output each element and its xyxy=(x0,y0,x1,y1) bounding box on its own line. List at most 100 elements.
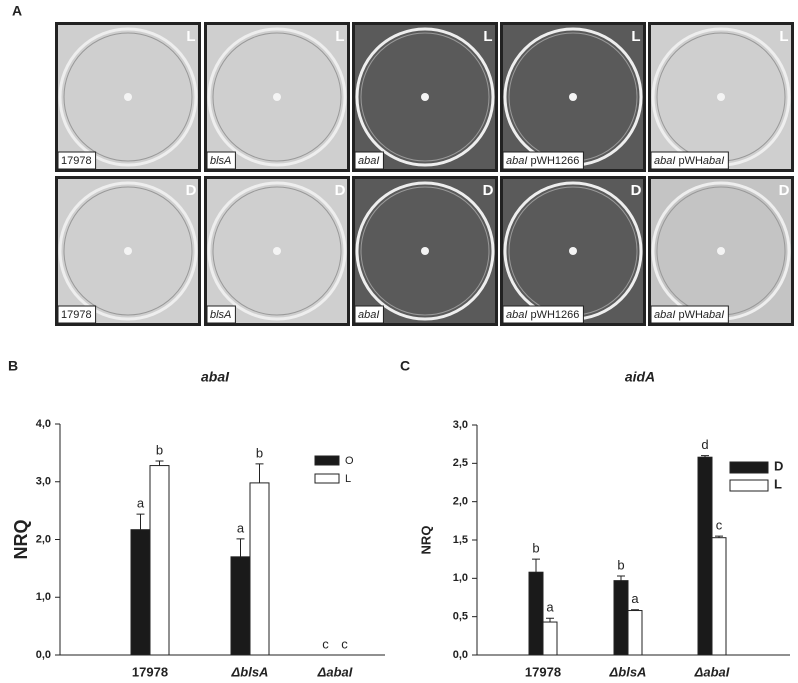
colony xyxy=(124,247,132,255)
caption-box xyxy=(650,305,729,324)
significance-letter: a xyxy=(546,600,554,615)
significance-letter: c xyxy=(322,636,329,651)
caption-part: 17978 xyxy=(61,155,92,167)
y-tick-label: 0,0 xyxy=(36,649,51,661)
bar xyxy=(627,610,643,656)
caption-part: abaI xyxy=(654,309,675,321)
y-tick-label: 3,0 xyxy=(36,476,51,488)
x-tick-label: ΔblsA xyxy=(609,664,647,679)
error-bar xyxy=(532,558,540,573)
plate-condition: L xyxy=(186,28,195,45)
panel-label: C xyxy=(400,358,410,374)
caption-part: pWH xyxy=(675,155,703,167)
chart-title: abaI xyxy=(201,369,230,385)
plate-caption: abaI xyxy=(358,155,379,167)
x-tick-label: 17978 xyxy=(525,664,561,679)
caption-part: blsA xyxy=(210,309,231,321)
plate-condition: D xyxy=(335,182,346,199)
legend-label: D xyxy=(774,458,783,473)
significance-letter: b xyxy=(532,541,539,556)
y-tick-label: 2,0 xyxy=(36,533,51,545)
error-bar xyxy=(701,455,709,458)
significance-letter: b xyxy=(156,442,163,457)
plate-condition: L xyxy=(631,28,640,45)
significance-letter: a xyxy=(631,591,639,606)
caption-part: pWH xyxy=(675,309,703,321)
x-tick-label: 17978 xyxy=(132,664,168,679)
caption-part: pWH1266 xyxy=(527,155,579,167)
x-tick-label: ΔabaI xyxy=(317,664,353,679)
caption-part: abaI xyxy=(358,155,379,167)
x-tick-label: ΔabaI xyxy=(694,664,730,679)
panel-label: B xyxy=(8,358,18,374)
significance-letter: a xyxy=(137,496,145,511)
y-axis-label: NRQ xyxy=(11,520,31,560)
y-tick-label: 2,0 xyxy=(453,496,468,508)
y-tick-label: 1,5 xyxy=(453,534,468,546)
error-bar xyxy=(236,538,245,557)
significance-letter: d xyxy=(701,437,708,452)
plate-condition: D xyxy=(186,182,197,199)
caption-part: 17978 xyxy=(61,309,92,321)
dish-rim xyxy=(355,181,495,321)
dish-rim xyxy=(207,181,347,321)
legend-swatch xyxy=(729,461,769,474)
colony xyxy=(717,247,725,255)
bar xyxy=(542,621,558,656)
plate-caption: abaI pWHabaI xyxy=(654,155,724,167)
error-bar xyxy=(617,575,625,581)
bar xyxy=(697,456,713,656)
y-tick-label: 1,0 xyxy=(36,591,51,603)
plate-condition: D xyxy=(779,182,790,199)
dish-rim xyxy=(58,181,198,321)
y-tick-label: 1,0 xyxy=(453,572,468,584)
y-tick-label: 3,0 xyxy=(453,419,468,431)
significance-letter: b xyxy=(617,557,624,572)
bar xyxy=(528,571,544,656)
error-bar xyxy=(255,463,264,483)
bar xyxy=(130,529,151,656)
dish-rim xyxy=(355,27,495,167)
legend-swatch xyxy=(314,455,340,466)
error-bar xyxy=(155,460,164,466)
significance-letter: a xyxy=(237,520,245,535)
plate-caption: abaI pWH1266 xyxy=(506,309,579,321)
colony xyxy=(421,247,429,255)
legend-label: L xyxy=(774,476,782,491)
plate-condition: L xyxy=(335,28,344,45)
caption-box xyxy=(354,305,384,324)
y-tick-label: 4,0 xyxy=(36,418,51,430)
caption-box xyxy=(206,151,236,170)
plate-condition: L xyxy=(779,28,788,45)
significance-letter: b xyxy=(256,445,263,460)
caption-box xyxy=(57,305,97,324)
bar xyxy=(613,580,629,656)
significance-letter: c xyxy=(716,518,723,533)
caption-part: abaI xyxy=(506,309,527,321)
bar xyxy=(230,556,251,656)
error-bar xyxy=(715,535,723,538)
colony xyxy=(569,247,577,255)
caption-part: abaI xyxy=(703,309,724,321)
caption-box xyxy=(206,305,236,324)
caption-part: abaI xyxy=(358,309,379,321)
plate-caption: abaI xyxy=(358,309,379,321)
significance-letter: c xyxy=(341,636,348,651)
error-bar xyxy=(136,513,145,530)
legend-swatch xyxy=(314,473,340,484)
error-bar xyxy=(546,617,554,623)
plate-condition: D xyxy=(483,182,494,199)
plate-caption: 17978 xyxy=(61,309,92,321)
plate-condition: L xyxy=(483,28,492,45)
plate-caption: blsA xyxy=(210,309,231,321)
panel-label: A xyxy=(12,3,22,19)
caption-part: abaI xyxy=(654,155,675,167)
plate-caption: blsA xyxy=(210,155,231,167)
dish-rim xyxy=(58,27,198,167)
colony xyxy=(124,93,132,101)
caption-part: abaI xyxy=(506,155,527,167)
caption-box xyxy=(650,151,729,170)
dish-rim xyxy=(207,27,347,167)
plate-caption: abaI pWH1266 xyxy=(506,155,579,167)
legend-swatch xyxy=(729,479,769,492)
